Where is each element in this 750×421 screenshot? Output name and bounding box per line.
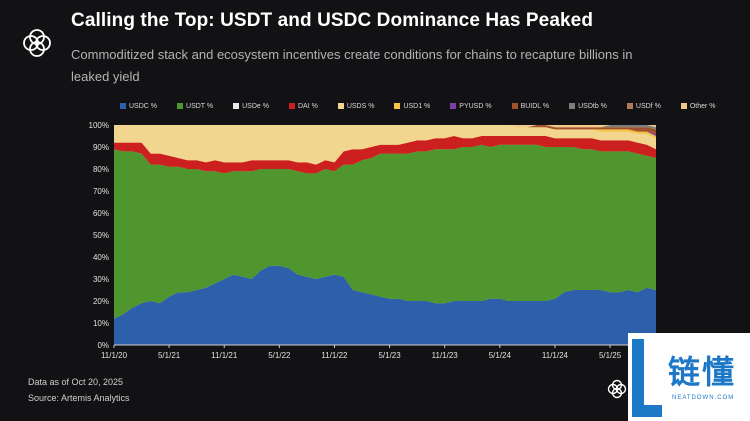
y-tick-label: 20% [93,297,109,306]
legend-label: USDtb % [578,102,607,110]
y-tick-label: 80% [93,165,109,174]
y-tick-label: 50% [93,231,109,240]
legend-swatch [120,103,126,109]
legend-swatch [233,103,240,109]
x-tick-label: 11/1/22 [321,351,348,360]
chart-legend: USDC % USDT % USDe % DAI % USDS % USD1 % PYUSD… [120,98,716,114]
x-axis: 11/1/20 5/1/21 11/1/21 5/1/22 11/1/22 5/1/23 1… [101,344,656,360]
legend-item-buidl: BUIDL % [511,98,550,114]
legend-label: USDC % [129,102,158,110]
legend-swatch [394,103,401,109]
x-tick-label: 5/1/22 [268,351,291,360]
watermark-text: 链懂 [668,353,737,391]
y-axis: 0% 10% 20% 30% 40% 50% 60% 70% 80% 90% 100% [89,121,109,350]
interlocking-rings-footer-icon [606,378,628,400]
chart-areas [114,125,656,345]
legend-item-usd1: USD1 % [394,98,430,114]
legend-item-other: Other % [680,98,716,114]
legend-label: BUIDL % [520,102,550,110]
y-tick-label: 30% [93,275,109,284]
x-tick-label: 11/1/23 [432,351,459,360]
legend-item-usdt: USDT % [177,98,213,114]
legend-label: USDe % [242,102,269,110]
x-tick-label: 11/1/21 [211,351,238,360]
area-dai [114,136,656,174]
page-title: Calling the Top: USDT and USDC Dominance… [71,10,594,31]
area-other [114,125,656,128]
legend-label: PYUSD % [459,102,492,110]
watermark-subtext: NEATDOWN.COM [672,395,735,401]
y-tick-label: 90% [93,143,109,152]
legend-swatch [177,103,184,109]
legend-label: USDS % [346,102,375,110]
legend-label: USDT % [186,102,214,110]
interlocking-rings-logo-icon [20,26,54,60]
legend-item-usde: USDe % [233,98,269,114]
legend-item-usdtb: USDtb % [569,98,607,114]
legend-item-dai: DAI % [288,98,318,114]
legend-swatch [569,103,576,109]
data-as-of-note: Data as of Oct 20, 2025 [28,377,124,387]
x-tick-label: 5/1/24 [489,351,512,360]
legend-label: USD1 % [403,102,431,110]
area-usds [114,125,656,165]
y-tick-label: 40% [93,253,109,262]
x-tick-label: 5/1/21 [158,351,181,360]
legend-swatch [626,103,633,109]
legend-swatch [511,103,518,109]
watermark-badge: 链懂 NEATDOWN.COM [628,333,750,421]
legend-item-usdc: USDC % [120,98,157,114]
y-tick-label: 10% [93,319,109,328]
legend-label: USDf % [635,102,661,110]
legend-label: Other % [689,102,716,110]
legend-item-usds: USDS % [337,98,375,114]
legend-swatch [680,103,687,109]
y-tick-label: 70% [93,187,109,196]
source-note: Source: Artemis Analytics [28,393,130,403]
legend-item-pyusd: PYUSD % [450,98,492,114]
area-usdt [114,144,656,319]
y-tick-label: 0% [97,341,109,350]
legend-item-usdf: USDf % [626,98,661,114]
watermark-l-icon [632,339,662,417]
legend-label: DAI % [297,102,318,110]
legend-swatch [450,103,457,109]
y-tick-label: 60% [93,209,109,218]
area-usdc [114,265,656,345]
x-tick-label: 11/1/24 [542,351,569,360]
y-tick-label: 100% [89,121,109,130]
legend-swatch [288,103,295,109]
x-tick-label: 5/1/25 [599,351,622,360]
x-tick-label: 5/1/23 [378,351,401,360]
page-subtitle: Commoditized stack and ecosystem incenti… [71,47,633,84]
legend-swatch [337,103,344,109]
x-tick-label: 11/1/20 [101,351,128,360]
